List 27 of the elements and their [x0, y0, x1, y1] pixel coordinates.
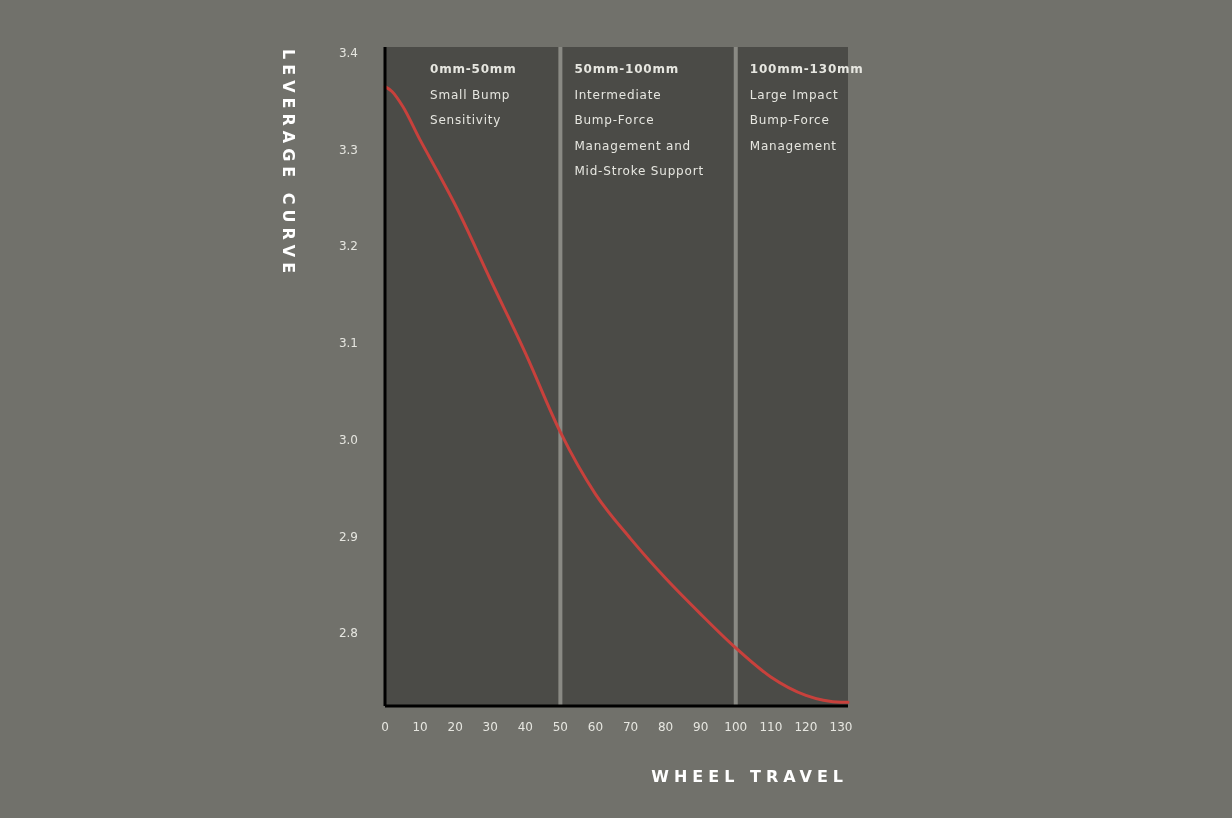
y-axis-title: LEVERAGE CURVE: [279, 49, 298, 279]
x-tick-label: 40: [517, 720, 533, 734]
band-label: 0mm-50mm Small Bump Sensitivity: [430, 62, 517, 127]
x-tick-label: 0: [381, 720, 389, 734]
y-tick-label: 2.9: [338, 529, 358, 544]
x-tick-label: 120: [794, 720, 818, 734]
x-tick-label: 70: [622, 720, 639, 734]
x-tick-label: 30: [482, 720, 498, 734]
band-label: 100mm-130mm Large Impact Bump-Force Management: [749, 62, 864, 153]
y-tick-label: 3.3: [338, 142, 358, 157]
y-tick-label: 3.0: [338, 432, 358, 447]
x-tick-label: 10: [412, 720, 428, 734]
y-tick-label: 3.1: [338, 336, 358, 351]
x-axis-title: WHEEL TRAVEL: [651, 767, 848, 786]
y-tick-label: 3.4: [338, 45, 358, 60]
x-tick-label: 60: [587, 720, 604, 734]
x-tick-label: 130: [829, 720, 853, 734]
y-tick-label: 3.2: [338, 239, 358, 254]
x-tick-label: 100: [724, 720, 748, 734]
line-series: [383, 85, 850, 704]
y-tick-label: 2.8: [338, 626, 358, 641]
x-tick-label: 20: [447, 720, 463, 734]
x-tick-label: 110: [759, 720, 783, 734]
x-tick-label: 90: [693, 720, 709, 734]
band-label: 50mm-100mm Intermediate Bump-Force Management and Mid-Stroke Support: [574, 62, 704, 178]
x-tick-label: 80: [657, 720, 674, 734]
x-tick-label: 50: [552, 720, 569, 734]
